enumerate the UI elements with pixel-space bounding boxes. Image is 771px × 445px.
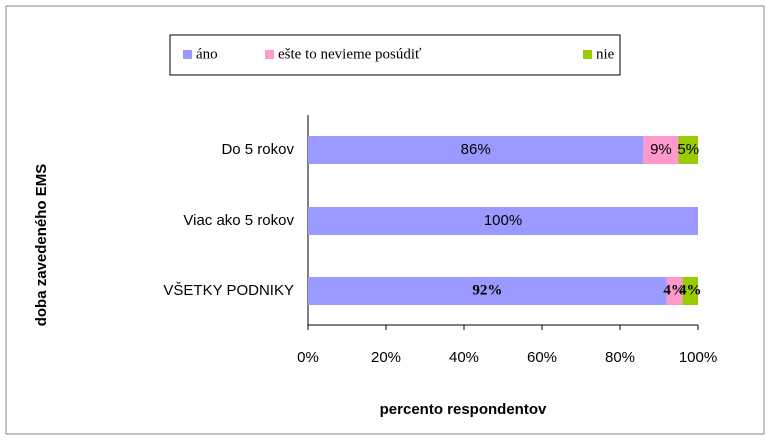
x-tick-label: 0% [297,349,319,366]
bar-segment [643,136,679,164]
data-label: 5% [677,141,699,158]
legend-label: ešte to nevieme posúdiť [278,46,422,62]
bar-segment [678,136,698,164]
bar-segment [666,277,683,305]
data-label: 92% [472,282,502,298]
legend-label: áno [196,46,218,62]
bar-segment [308,136,644,164]
data-label: 9% [650,141,672,158]
x-tick-label: 80% [605,349,635,366]
data-label: 4% [663,282,686,298]
legend-box [169,34,621,76]
x-tick-label: 40% [449,349,479,366]
y-axis-title: doba zavedeného EMS [33,164,50,327]
legend-label: nie [596,46,615,62]
bar-segment [682,277,698,305]
x-tick-label: 20% [371,349,401,366]
y-tick-label: Viac ako 5 rokov [183,212,294,229]
legend-swatch [265,50,274,59]
legend-swatch [583,50,592,59]
bar-segment [308,277,667,305]
data-label: 86% [461,141,491,158]
x-tick-label: 60% [527,349,557,366]
x-tick-label: 100% [679,349,717,366]
bar-segment [308,207,698,235]
data-label: 100% [484,212,522,229]
data-label: 4% [679,282,702,298]
x-axis-title: percento respondentov [380,401,547,418]
y-tick-label: VŠETKY PODNIKY [163,282,294,299]
y-tick-label: Do 5 rokov [221,141,294,158]
legend-swatch [183,50,192,59]
